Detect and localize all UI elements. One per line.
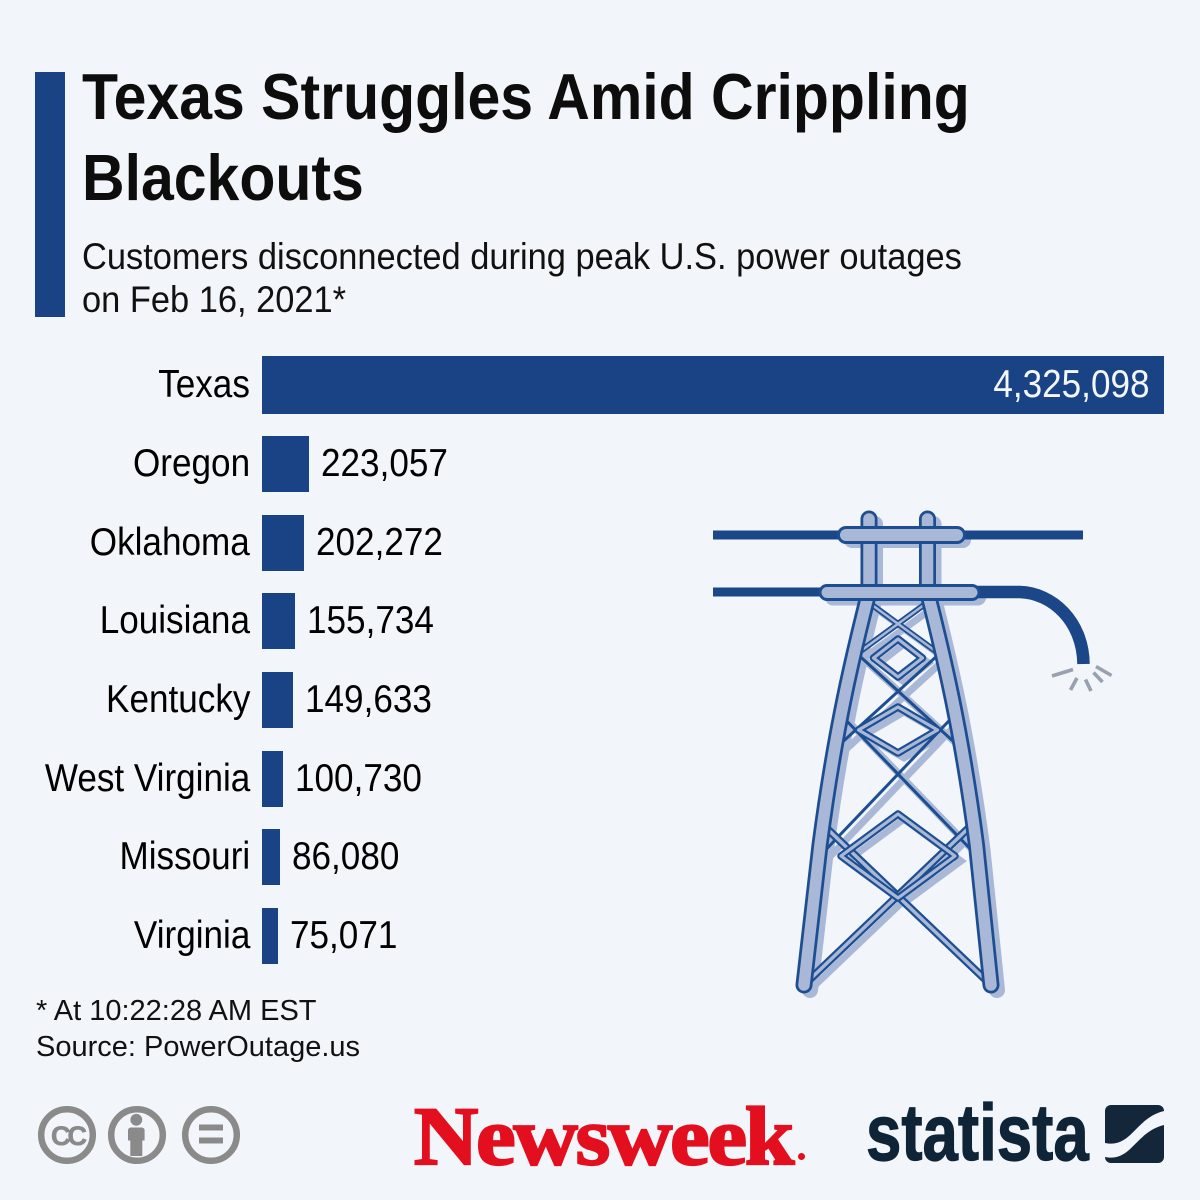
svg-text:CC: CC — [51, 1121, 86, 1151]
